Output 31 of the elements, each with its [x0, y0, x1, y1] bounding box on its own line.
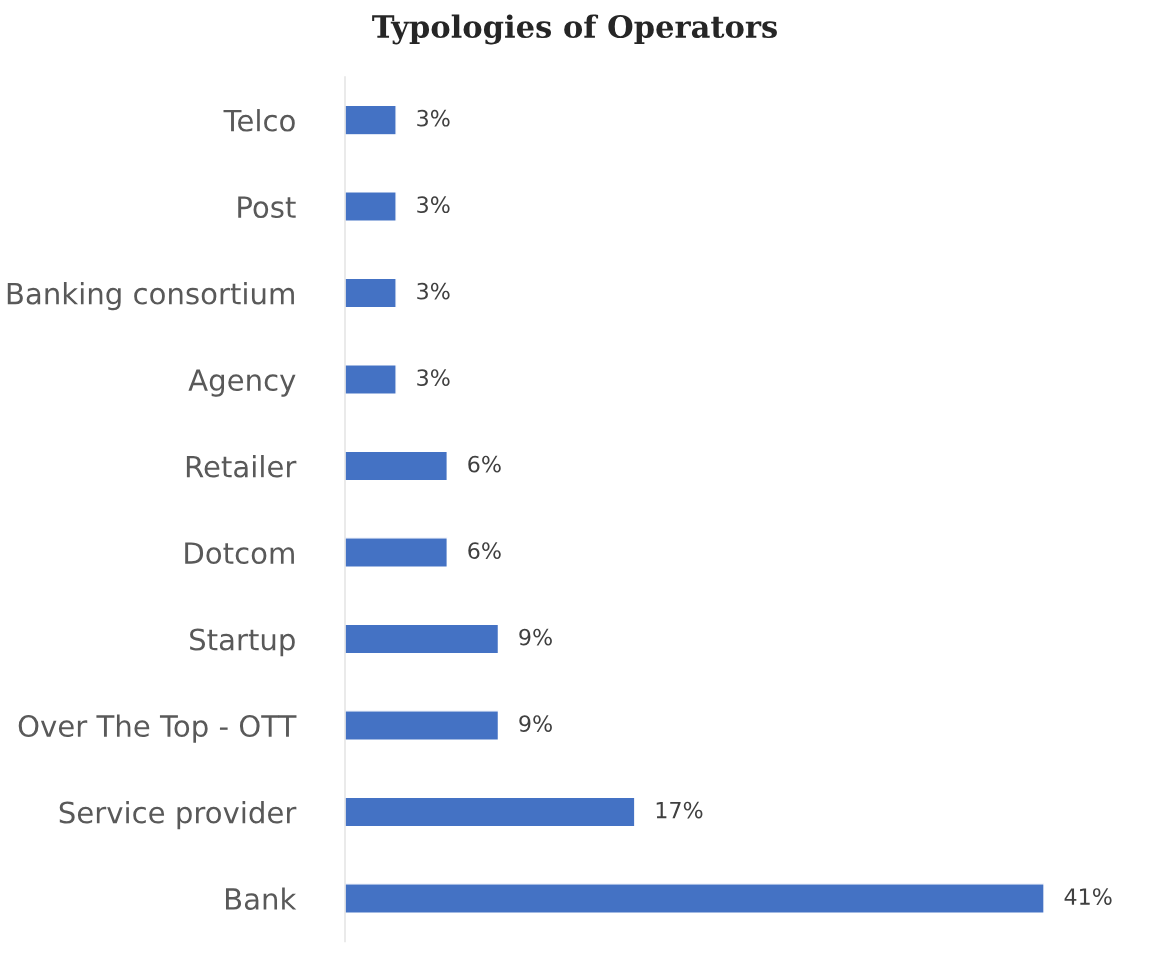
y-tick-label: Dotcom: [185, 542, 294, 565]
y-tick-label: Over The Top - OTT: [18, 714, 297, 743]
bar: [345, 450, 448, 482]
bar: [345, 277, 397, 309]
y-tick-label: Retailer: [186, 455, 297, 478]
bar: [345, 883, 1045, 914]
y-tick-label: Service provider: [59, 800, 297, 830]
data-label: 3%: [417, 109, 450, 127]
chart-title: Typologies of Operators: [372, 14, 777, 45]
y-tick-label: Telco: [223, 109, 295, 132]
bar: [345, 364, 397, 395]
bar: [345, 796, 636, 828]
data-label: 6%: [468, 455, 501, 473]
y-tick-label: Banking consortium: [7, 282, 294, 311]
y-tick-label: Startup: [190, 628, 295, 657]
bar: [345, 710, 500, 741]
data-label: 3%: [417, 196, 450, 214]
data-label: 3%: [417, 369, 450, 387]
bar: [345, 623, 500, 655]
data-label: 9%: [519, 715, 552, 732]
data-label: 17%: [656, 801, 703, 819]
data-label: 6%: [468, 542, 501, 560]
y-tick-label: Bank: [225, 887, 297, 911]
bar: [345, 191, 397, 223]
data-label: 9%: [519, 628, 552, 646]
data-label: 3%: [417, 282, 450, 300]
y-tick-label: Post: [238, 196, 296, 219]
data-label: 41%: [1064, 888, 1112, 905]
bar: [345, 104, 397, 136]
bar: [345, 537, 448, 568]
y-tick-label: Agency: [188, 369, 296, 397]
